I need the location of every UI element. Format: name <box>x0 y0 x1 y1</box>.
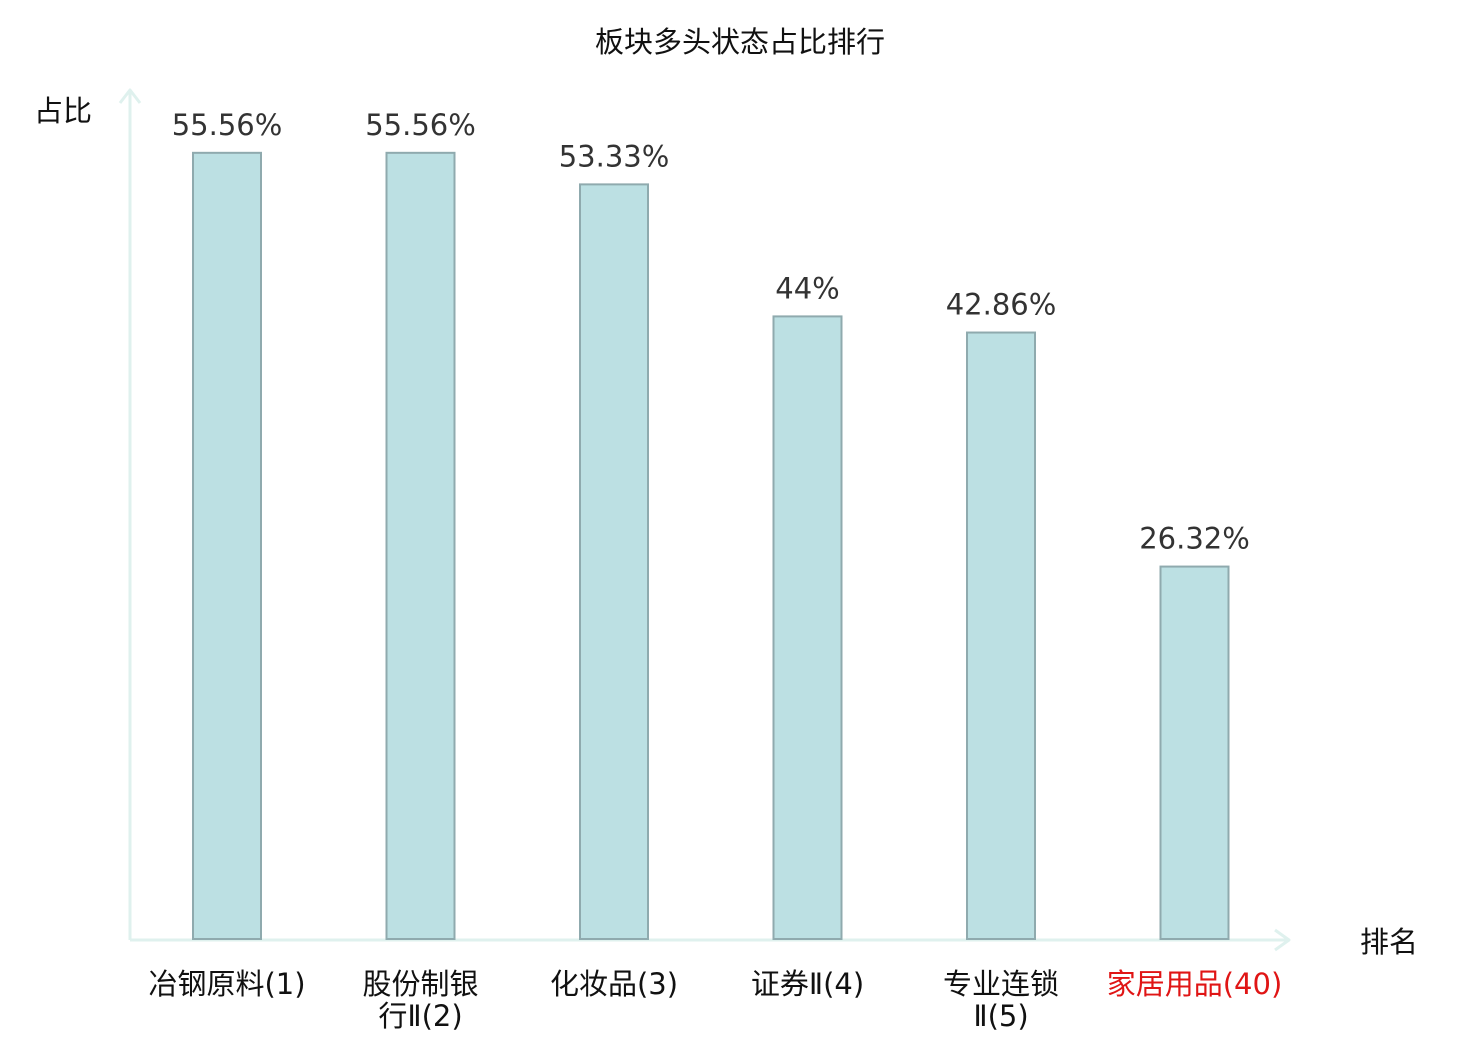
value-label-1: 55.56% <box>172 108 283 142</box>
category-label-4: 证券Ⅱ(4) <box>751 967 864 1001</box>
bar-2 <box>385 151 456 941</box>
axes <box>118 88 1291 952</box>
value-label-6: 26.32% <box>1139 522 1250 556</box>
chart-title: 板块多头状态占比排行 <box>595 25 885 59</box>
category-label-1: 冶钢原料(1) <box>148 967 305 1001</box>
bars-group <box>192 151 1230 941</box>
value-label-5: 42.86% <box>946 288 1057 322</box>
x-axis-arrow <box>1274 928 1291 952</box>
category-label-2: 股份制银行Ⅱ(2) <box>362 967 478 1033</box>
bar-5 <box>966 331 1036 940</box>
value-labels-group: 55.56% 55.56% 53.33% 44% 42.86% 26.32% <box>172 108 1250 556</box>
x-axis-label: 排名 <box>1360 925 1418 959</box>
value-label-3: 53.33% <box>559 139 670 173</box>
category-label-3: 化妆品(3) <box>550 967 678 1001</box>
value-label-2: 55.56% <box>365 108 476 142</box>
bar-1 <box>192 151 262 941</box>
category-label-6: 家居用品(40) <box>1107 967 1283 1001</box>
category-labels-group: 冶钢原料(1) 股份制银行Ⅱ(2) 化妆品(3) 证券Ⅱ(4) 专业连锁 Ⅱ(5) 家居用品… <box>148 967 1282 1033</box>
bar-3 <box>579 183 649 940</box>
value-label-4: 44% <box>775 271 839 305</box>
y-axis-label: 占比 <box>34 94 92 128</box>
category-label-5: 专业连锁 Ⅱ(5) <box>943 967 1059 1033</box>
y-axis-arrow <box>118 88 142 104</box>
bar-6 <box>1159 565 1230 941</box>
bar-4 <box>772 315 843 940</box>
